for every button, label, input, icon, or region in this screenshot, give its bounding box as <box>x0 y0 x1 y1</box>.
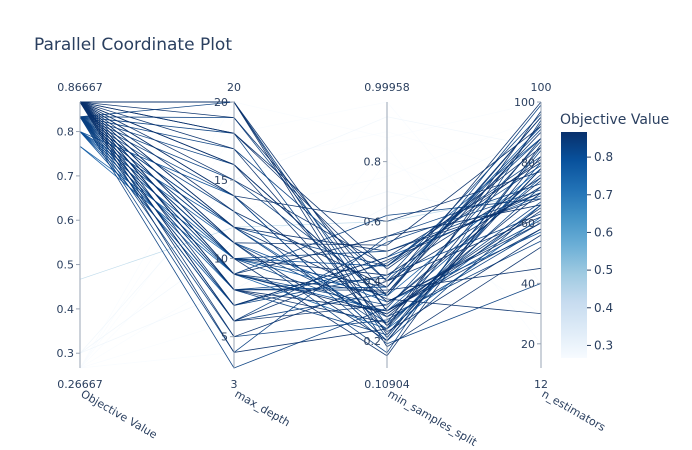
trial-line <box>79 146 542 369</box>
colorbar-tick-label: 0.3 <box>594 338 613 352</box>
trial-line <box>80 101 542 348</box>
axis-title: min_samples_split <box>386 387 480 449</box>
trial-line <box>79 101 542 327</box>
trial-line <box>79 101 542 333</box>
axis-range-max: 0.86667 <box>57 81 103 94</box>
axis-title: max_depth <box>233 387 293 429</box>
trial-line <box>79 101 542 291</box>
tick-label: 0.7 <box>57 170 75 183</box>
trial-line <box>79 101 542 267</box>
tick-label: 40 <box>521 277 535 290</box>
colorbar-tick-label: 0.7 <box>594 188 613 202</box>
tick-label: 60 <box>521 217 535 230</box>
tick-label: 0.5 <box>57 259 75 272</box>
trial-line <box>79 101 542 369</box>
axis-range-min: 12 <box>534 378 548 391</box>
colorbar-gradient <box>561 132 587 358</box>
colorbar: Objective Value 0.3 0.4 0.5 0.6 0.7 0.8 <box>560 112 669 358</box>
axis-range-max: 100 <box>531 81 552 94</box>
tick-label: 0.8 <box>57 126 75 139</box>
axis-range-min: 0.26667 <box>57 378 103 391</box>
tick-label: 20 <box>521 338 535 351</box>
tick-label: 15 <box>214 174 228 187</box>
trial-line <box>79 101 542 322</box>
tick-label: 10 <box>214 252 228 265</box>
trial-line <box>79 101 542 222</box>
axis-objective-value[interactable]: 0.3 0.4 0.5 0.6 0.7 0.8 0.86667 0.26667Objectiv… <box>57 81 160 442</box>
tick-label: 0.4 <box>364 275 382 288</box>
trial-line <box>79 101 542 314</box>
tick-label: 0.6 <box>57 214 75 227</box>
axis-range-max: 20 <box>227 81 241 94</box>
trial-line <box>79 101 542 315</box>
chart-title: Parallel Coordinate Plot <box>34 35 232 55</box>
tick-label: 0.6 <box>364 215 382 228</box>
tick-label: 100 <box>514 96 535 109</box>
tick-label: 0.4 <box>57 303 75 316</box>
colorbar-tick-label: 0.6 <box>594 225 613 239</box>
trial-line <box>79 101 542 246</box>
axis-range-max: 0.99958 <box>364 81 410 94</box>
tick-label: 0.8 <box>364 156 382 169</box>
axis-range-min: 0.10904 <box>364 378 410 391</box>
trial-line <box>79 131 542 369</box>
axis-n-estimators[interactable]: 20 40 60 80 100 100 12n_estimators <box>514 81 608 434</box>
trial-line <box>79 116 542 369</box>
tick-label: 0.2 <box>364 335 382 348</box>
tick-label: 5 <box>221 331 228 344</box>
trial-line <box>79 101 542 288</box>
trial-line <box>79 161 542 369</box>
trial-line <box>79 101 542 357</box>
trial-line <box>79 101 542 353</box>
trial-line <box>79 116 542 339</box>
trial-line <box>79 101 542 338</box>
trial-lines <box>79 101 542 369</box>
colorbar-tick-label: 0.5 <box>594 263 613 277</box>
colorbar-tick-label: 0.4 <box>594 301 613 315</box>
axis-title: n_estimators <box>540 387 608 434</box>
colorbar-title: Objective Value <box>560 112 669 128</box>
tick-label: 20 <box>214 96 228 109</box>
axis-title: Objective Value <box>79 387 160 441</box>
tick-label: 0.3 <box>57 347 75 360</box>
trial-line <box>79 116 542 354</box>
trial-line <box>79 116 542 312</box>
axis-range-min: 3 <box>231 378 238 391</box>
tick-label: 80 <box>521 156 535 169</box>
colorbar-tick-label: 0.8 <box>594 150 613 164</box>
trial-line <box>79 101 542 270</box>
trial-line <box>79 101 542 306</box>
